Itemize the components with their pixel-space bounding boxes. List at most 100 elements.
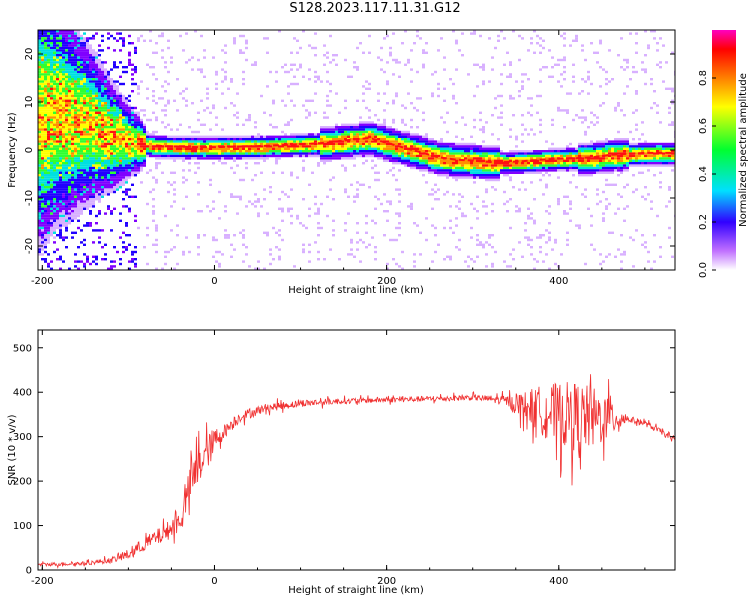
heatmap-cell: [206, 135, 209, 138]
heatmap-cell: [122, 241, 125, 244]
heatmap-cell: [281, 190, 284, 194]
heatmap-cell: [56, 202, 59, 206]
heatmap-cell: [149, 133, 152, 136]
heatmap-cell: [332, 140, 335, 143]
heatmap-cell: [230, 80, 233, 83]
heatmap-cell: [485, 147, 488, 150]
heatmap-cell: [98, 109, 101, 112]
heatmap-cell: [356, 140, 359, 143]
heatmap-cell: [59, 210, 62, 213]
heatmap-cell: [140, 109, 143, 112]
heatmap-cell: [95, 63, 98, 66]
heatmap-cell: [386, 133, 389, 136]
heatmap-cell: [470, 176, 473, 179]
heatmap-cell: [122, 246, 125, 249]
heatmap-cell: [83, 75, 86, 78]
heatmap-cell: [53, 130, 56, 134]
heatmap-cell: [122, 70, 125, 74]
heatmap-cell: [143, 162, 146, 165]
heatmap-cell: [44, 188, 47, 191]
heatmap-cell: [374, 135, 377, 138]
heatmap-cell: [188, 140, 191, 143]
heatmap-cell: [47, 114, 50, 117]
heatmap-cell: [155, 142, 158, 146]
heatmap-cell: [41, 214, 44, 218]
heatmap-cell: [77, 111, 80, 114]
heatmap-cell: [65, 188, 68, 191]
heatmap-cell: [224, 157, 227, 160]
heatmap-cell: [83, 135, 86, 138]
heatmap-cell: [116, 150, 119, 153]
heatmap-cell: [332, 128, 335, 131]
heatmap-cell: [56, 176, 59, 179]
heatmap-cell: [464, 166, 467, 170]
heatmap-cell: [68, 186, 71, 189]
heatmap-cell: [356, 248, 359, 251]
heatmap-cell: [101, 171, 104, 174]
heatmap-cell: [38, 147, 41, 150]
heatmap-cell: [191, 138, 194, 141]
heatmap-cell: [74, 123, 77, 126]
heatmap-cell: [62, 80, 65, 83]
heatmap-cell: [74, 193, 77, 196]
heatmap-cell: [278, 147, 281, 150]
heatmap-cell: [59, 159, 62, 162]
heatmap-cell: [44, 198, 47, 201]
heatmap-cell: [392, 102, 395, 105]
heatmap-cell: [392, 130, 395, 134]
heatmap-cell: [392, 128, 395, 131]
heatmap-cell: [110, 267, 113, 270]
heatmap-cell: [101, 181, 104, 184]
heatmap-cell: [482, 174, 485, 177]
heatmap-cell: [437, 142, 440, 146]
heatmap-cell: [362, 183, 365, 186]
heatmap-cell: [86, 202, 89, 206]
heatmap-cell: [431, 142, 434, 146]
heatmap-cell: [389, 135, 392, 138]
heatmap-cell: [104, 176, 107, 179]
heatmap-cell: [407, 138, 410, 141]
heatmap-cell: [359, 116, 362, 119]
heatmap-cell: [440, 159, 443, 162]
heatmap-cell: [437, 166, 440, 170]
heatmap-cell: [47, 195, 50, 198]
heatmap-cell: [215, 142, 218, 146]
heatmap-cell: [416, 34, 419, 38]
heatmap-cell: [92, 66, 95, 69]
heatmap-cell: [245, 166, 248, 170]
heatmap-cell: [125, 174, 128, 177]
heatmap-cell: [272, 140, 275, 143]
heatmap-cell: [122, 138, 125, 141]
heatmap-cell: [50, 90, 53, 93]
heatmap-cell: [164, 109, 167, 112]
heatmap-cell: [398, 157, 401, 160]
heatmap-cell: [47, 222, 50, 225]
heatmap-cell: [104, 178, 107, 182]
heatmap-cell: [107, 82, 110, 86]
heatmap-cell: [230, 138, 233, 141]
heatmap-cell: [443, 147, 446, 150]
heatmap-cell: [179, 145, 182, 148]
heatmap-cell: [56, 54, 59, 57]
heatmap-cell: [356, 130, 359, 134]
heatmap-cell: [440, 150, 443, 153]
heatmap-cell: [176, 154, 179, 158]
heatmap-cell: [365, 140, 368, 143]
heatmap-cell: [305, 152, 308, 155]
heatmap-cell: [113, 138, 116, 141]
heatmap-cell: [65, 171, 68, 174]
heatmap-cell: [44, 109, 47, 112]
heatmap-cell: [44, 133, 47, 136]
heatmap-cell: [506, 210, 509, 213]
heatmap-cell: [44, 250, 47, 254]
heatmap-cell: [359, 42, 362, 45]
heatmap-cell: [233, 138, 236, 141]
heatmap-cell: [86, 61, 89, 64]
heatmap-cell: [188, 126, 191, 129]
heatmap-cell: [269, 150, 272, 153]
heatmap-cell: [260, 157, 263, 160]
heatmap-cell: [113, 90, 116, 93]
heatmap-cell: [71, 114, 74, 117]
heatmap-cell: [425, 159, 428, 162]
heatmap-cell: [242, 150, 245, 153]
